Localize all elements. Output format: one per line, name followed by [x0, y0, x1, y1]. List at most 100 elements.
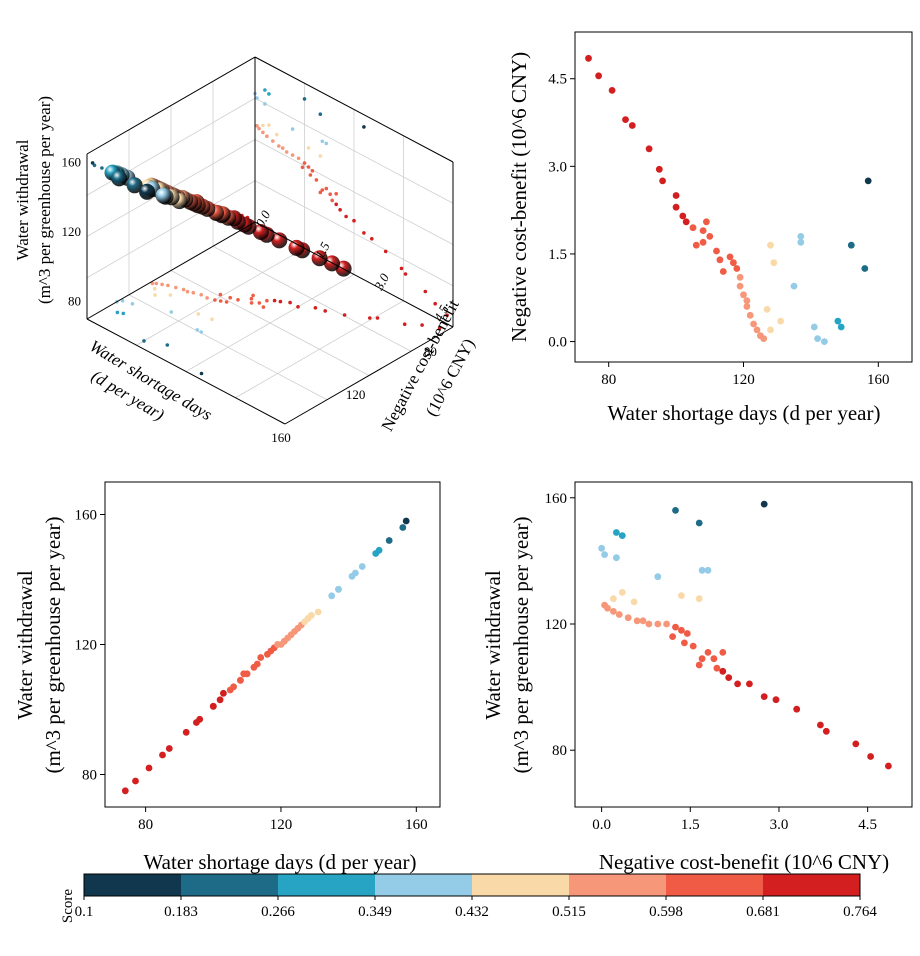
data-sphere — [155, 187, 172, 204]
x-tick-label: 120 — [732, 372, 755, 388]
colorbar-tick-label: 0.1 — [75, 904, 94, 920]
colorbar-bins — [83, 873, 861, 897]
y-axis-label: Negative cost-benefit (10^6 CNY) — [507, 52, 531, 342]
data-point — [692, 241, 700, 249]
projection-point — [445, 313, 449, 318]
projection-point — [249, 301, 254, 305]
projection-point — [383, 249, 388, 254]
colorbar-bin — [763, 874, 861, 896]
box-edge — [86, 221, 256, 320]
projection-point — [213, 298, 217, 302]
data-sphere — [111, 170, 128, 187]
data-point — [585, 54, 592, 62]
projection-point — [370, 237, 374, 241]
data-point — [633, 617, 641, 625]
projection-point — [196, 312, 201, 316]
projection-point — [280, 146, 285, 150]
x-axis-label: Water shortage days (d per year) — [144, 850, 417, 874]
data-point — [624, 614, 632, 622]
data-point — [358, 563, 366, 570]
data-point — [375, 546, 383, 554]
data-point — [736, 282, 744, 290]
data-point — [689, 642, 697, 650]
projection-point — [296, 156, 301, 161]
data-point — [216, 696, 224, 704]
projection-point — [338, 208, 342, 212]
data-point — [663, 620, 670, 628]
projection-point — [290, 153, 295, 157]
data-point — [763, 306, 771, 313]
projection-point — [272, 298, 277, 303]
data-point — [608, 87, 616, 94]
data-point — [725, 674, 733, 681]
data-point — [861, 265, 869, 272]
data-point — [237, 676, 244, 684]
data-point — [822, 727, 830, 735]
data-point — [797, 238, 805, 246]
projection-point — [224, 300, 229, 304]
data-point — [672, 623, 679, 631]
x-tick-label: 4.5 — [858, 817, 877, 833]
panel-days-vs-cost: 80 120 160 0.0 1.5 3.0 4.5 Water shortage days… — [507, 31, 913, 425]
y-tick-label: 160 — [75, 508, 98, 524]
projection-point — [313, 306, 318, 310]
projection-point — [330, 198, 335, 203]
data-point — [867, 753, 874, 760]
projection-point — [290, 127, 295, 131]
data-point — [622, 116, 629, 123]
box-edge — [86, 56, 256, 155]
y-tick-label: 1.5 — [312, 239, 333, 261]
data-point — [669, 633, 676, 640]
projection-point — [195, 328, 200, 332]
data-point — [610, 608, 617, 615]
projection-point — [300, 165, 305, 170]
projection-point — [318, 154, 323, 158]
projection-point — [153, 293, 157, 297]
projection-point — [261, 130, 265, 135]
data-point — [777, 317, 784, 325]
projection-point — [334, 202, 339, 207]
data-point — [733, 265, 741, 272]
data-point — [760, 693, 768, 700]
points-group — [121, 517, 410, 795]
data-point — [678, 626, 685, 634]
data-sphere — [126, 177, 143, 194]
projection-point — [271, 139, 275, 143]
data-point — [706, 233, 714, 240]
data-point — [695, 595, 703, 603]
data-point — [655, 165, 663, 173]
projection-point — [199, 371, 204, 376]
y-tick-label: 80 — [552, 743, 567, 759]
3d-tick-labels: 80 120 160 80 120 160 0.0 1.5 3.0 4.5 — [62, 155, 452, 445]
projection-point — [433, 301, 438, 306]
data-sphere — [139, 183, 156, 200]
x-tick-label: 120 — [346, 387, 366, 402]
points-group — [585, 54, 872, 345]
colorbar-bin — [472, 874, 570, 896]
data-point — [713, 664, 721, 672]
projection-point — [154, 281, 159, 286]
z-tick-label: 160 — [62, 155, 82, 170]
grid-line — [128, 294, 328, 401]
box-edge — [86, 318, 286, 425]
projection-point — [328, 192, 333, 196]
data-point — [719, 667, 727, 675]
data-point — [695, 519, 703, 527]
x-axis-label: Negative cost-benefit (10^6 CNY) — [599, 850, 889, 874]
grid-line — [185, 274, 355, 372]
colorbar-tick-label: 0.266 — [261, 904, 295, 920]
projection-point — [199, 330, 203, 334]
data-point — [817, 721, 824, 729]
projection-point — [150, 281, 155, 286]
data-point — [630, 598, 638, 606]
data-point — [196, 715, 204, 723]
projection-point — [306, 146, 311, 150]
data-point — [679, 212, 687, 220]
colorbar-bin — [375, 874, 473, 896]
projection-point — [261, 123, 265, 128]
data-point — [797, 233, 805, 240]
data-point — [703, 218, 710, 226]
data-point — [598, 544, 605, 552]
data-point — [750, 320, 757, 328]
data-point — [837, 323, 845, 331]
